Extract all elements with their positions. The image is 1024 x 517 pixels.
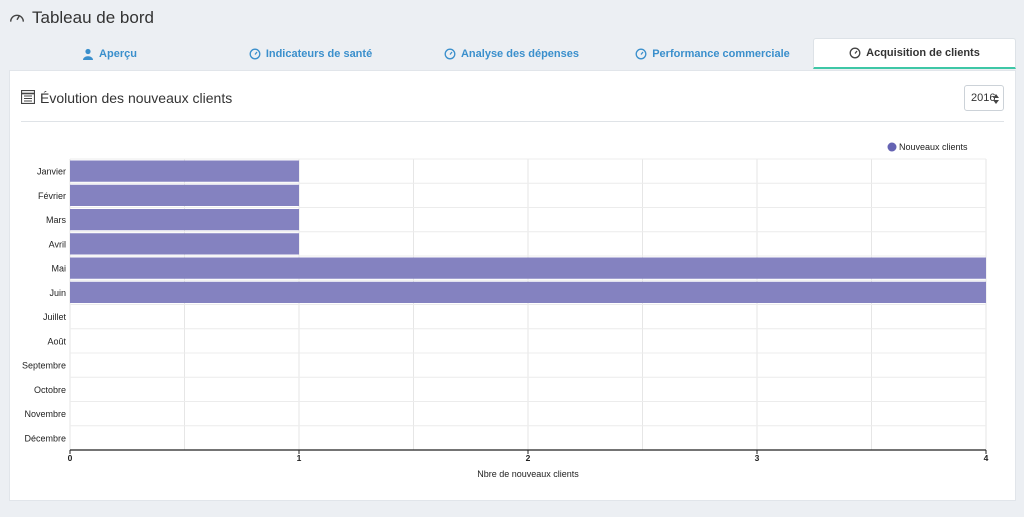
tab-label: Performance commerciale <box>652 47 790 60</box>
tab-label: Acquisition de clients <box>866 47 980 59</box>
dashboard-gauge-icon <box>9 14 25 22</box>
gauge-icon <box>249 48 261 59</box>
panel-header: Évolution des nouveaux clients 2016 <box>21 85 1004 122</box>
x-axis-label: Nbre de nouveaux clients <box>477 469 579 479</box>
category-label: Février <box>38 191 66 201</box>
category-label: Octobre <box>34 385 66 395</box>
x-tick-label: 2 <box>526 453 531 463</box>
tab-label: Indicateurs de santé <box>265 47 373 60</box>
user-icon <box>83 48 94 60</box>
gauge-icon <box>849 47 861 59</box>
x-tick-label: 4 <box>984 453 989 463</box>
bar <box>70 233 299 255</box>
category-label: Juin <box>49 288 66 298</box>
category-label: Août <box>47 336 66 346</box>
year-select[interactable]: 2016 <box>964 85 1004 111</box>
page-title: Tableau de bord <box>32 8 154 27</box>
category-label: Janvier <box>37 167 66 177</box>
tab-bar: Aperçu Indicateurs de santé Analyse des … <box>9 38 1016 69</box>
category-label: Mars <box>46 215 66 225</box>
gauge-icon <box>444 48 456 59</box>
bar <box>70 257 986 279</box>
sort-arrows-icon <box>993 94 999 104</box>
table-icon <box>21 90 35 104</box>
tab-apercu[interactable]: Aperçu <box>9 38 210 69</box>
tab-label: Analyse des dépenses <box>460 47 579 60</box>
bar <box>70 184 299 206</box>
bar <box>70 209 299 231</box>
category-label: Novembre <box>24 409 66 419</box>
legend-label: Nouveaux clients <box>899 142 968 152</box>
bar <box>70 281 986 303</box>
tab-analyse-depenses[interactable]: Analyse des dépenses <box>411 38 612 69</box>
category-label: Avril <box>49 239 66 249</box>
category-label: Décembre <box>24 433 66 443</box>
legend-marker <box>887 142 897 152</box>
x-tick-label: 3 <box>755 453 760 463</box>
year-select-value: 2016 <box>971 92 996 104</box>
tab-label: Aperçu <box>99 47 137 60</box>
page-header: Tableau de bord <box>8 6 154 30</box>
tab-acquisition-clients[interactable]: Acquisition de clients <box>813 38 1016 69</box>
tab-indicateurs-sante[interactable]: Indicateurs de santé <box>210 38 411 69</box>
category-label: Septembre <box>22 361 66 371</box>
category-label: Juillet <box>43 312 67 322</box>
x-tick-label: 0 <box>68 453 73 463</box>
bar <box>70 160 299 182</box>
chart-panel: Évolution des nouveaux clients 2016 Janv… <box>9 70 1016 501</box>
x-tick-label: 1 <box>297 453 302 463</box>
gauge-icon <box>635 48 647 59</box>
tab-performance-commerciale[interactable]: Performance commerciale <box>612 38 813 69</box>
bar-chart: Janvier Février Mars Avril Mai Juin Juillet Aoû… <box>22 142 989 479</box>
panel-title: Évolution des nouveaux clients <box>40 90 233 106</box>
category-label: Mai <box>51 264 66 274</box>
